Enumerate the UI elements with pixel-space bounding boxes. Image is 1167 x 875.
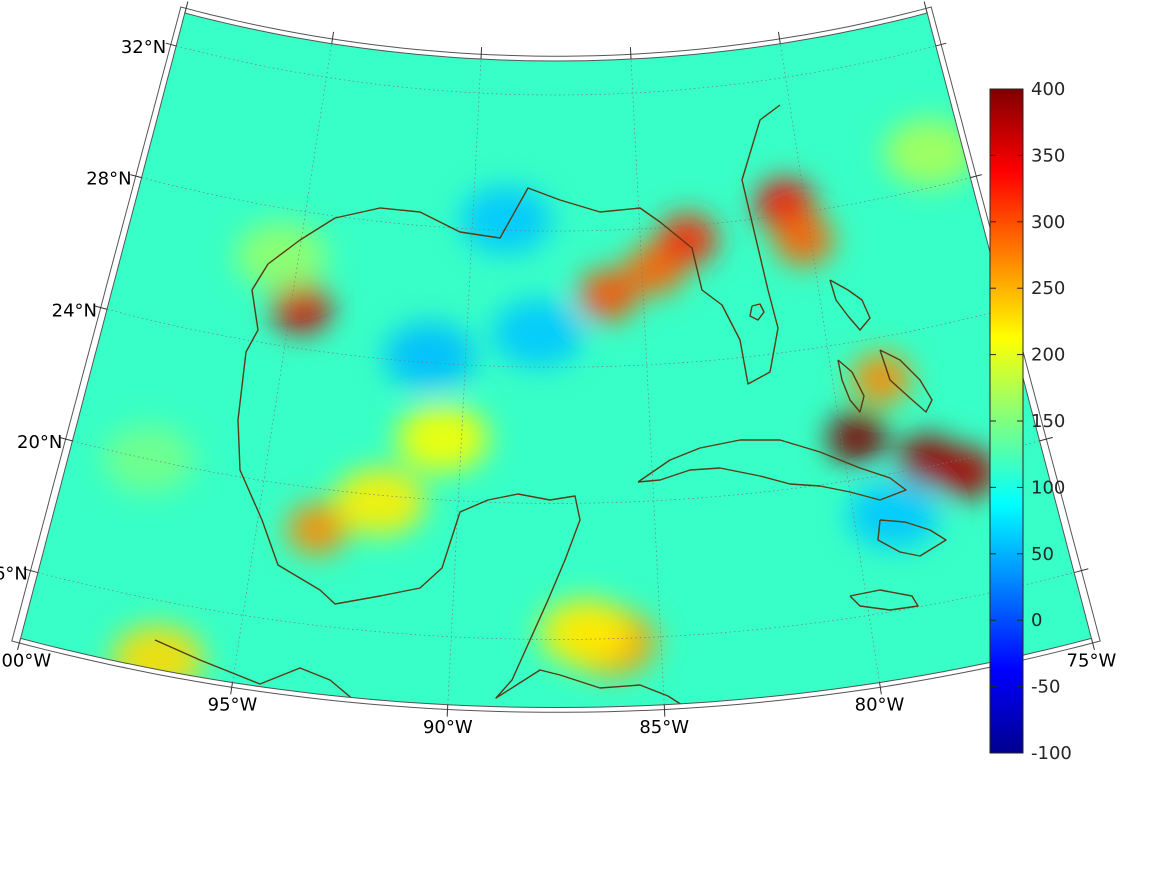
lon-tick-label: 75°W [1067, 650, 1117, 671]
field-anomaly [851, 352, 912, 405]
field-anomaly [235, 222, 328, 291]
frame-tick [94, 305, 108, 310]
coastline-lake-okeechobee [749, 303, 765, 321]
field-anomaly [578, 269, 639, 321]
field-anomaly [492, 299, 585, 368]
field-anomaly [286, 503, 347, 556]
field-anomaly [460, 186, 552, 255]
field-anomaly [102, 425, 195, 494]
colorbar: 400 350 300 250 200 150 100 50 0 -50 -100 [989, 79, 1072, 764]
lat-tick-label: 16°N [0, 564, 28, 585]
frame-tick [1090, 638, 1095, 651]
colorbar-tick-label: 250 [1031, 278, 1065, 299]
frame-tick [663, 704, 666, 717]
field-anomaly [827, 412, 887, 464]
frame-tick [165, 42, 177, 47]
field-anomaly [773, 213, 834, 266]
frame-tick [17, 638, 22, 651]
lat-tick-label: 20°N [17, 432, 62, 453]
frame-tick [1039, 436, 1053, 442]
coastline-jamaica [849, 589, 919, 611]
colorbar-tick-label: 350 [1031, 145, 1065, 166]
field-anomaly [657, 213, 718, 266]
coastline-bahamas-1 [829, 279, 871, 331]
coastline-bahamas-2 [837, 359, 865, 413]
lat-tick-label: 24°N [52, 300, 97, 321]
frame-tick [923, 1, 928, 14]
coastline-mexico-coast [237, 217, 701, 708]
colorbar-ticks: 400 350 300 250 200 150 100 50 0 -50 -100 [990, 79, 1072, 764]
latitude-labels: 32°N 28°N 24°N 20°N 16°N [0, 37, 166, 585]
field-anomaly [396, 404, 489, 473]
frame-tick [480, 47, 483, 60]
colorbar-tick-label: -100 [1031, 743, 1072, 764]
lon-tick-label: 95°W [208, 695, 258, 716]
colorbar-tick-label: 50 [1031, 544, 1054, 565]
frame-tick [59, 436, 73, 442]
field-anomaly [383, 321, 476, 390]
field-anomaly [333, 468, 426, 536]
coastline-hispaniola [877, 519, 947, 557]
field-anomaly [539, 598, 632, 667]
lon-tick-label: 80°W [855, 695, 905, 716]
lon-tick-label: 90°W [423, 717, 473, 738]
frame-tick [184, 1, 189, 14]
frame-tick [331, 31, 335, 44]
colorbar-tick-label: 300 [1031, 212, 1065, 233]
parallel-line [106, 308, 1006, 368]
parallel-line [37, 572, 1075, 640]
parallel-line [176, 45, 936, 96]
coastlines [154, 104, 947, 708]
longitude-labels: 100°W 95°W 90°W 85°W 80°W 75°W [0, 650, 1116, 737]
frame-tick [970, 174, 982, 179]
field-anomaly [111, 625, 204, 694]
frame-tick [130, 174, 142, 179]
frame-tick [935, 42, 947, 47]
field-anomaly [847, 480, 940, 549]
map-frame [11, 6, 1101, 713]
colorbar-tick-label: 200 [1031, 345, 1065, 366]
frame-tick [879, 682, 882, 695]
lat-tick-label: 28°N [86, 169, 131, 190]
lon-tick-label: 85°W [639, 717, 689, 738]
coastline-gulf-coast [334, 104, 781, 385]
field-anomaly [883, 118, 976, 187]
coastline-pacific-coast [154, 639, 411, 708]
colorbar-tick-label: 150 [1031, 411, 1065, 432]
frame-tick [777, 31, 781, 44]
frame-tick [230, 682, 233, 695]
field-anomaly [271, 281, 332, 334]
colorbar-tick-label: 0 [1031, 610, 1042, 631]
field-anomaly [936, 446, 997, 499]
frame-ticks [17, 1, 1095, 717]
colorbar-tick-label: 100 [1031, 477, 1065, 498]
coastline-bahamas-3 [879, 349, 933, 413]
parallel-line [141, 177, 971, 232]
colorbar-tick-label: 400 [1031, 79, 1065, 100]
colorbar-tick-label: -50 [1031, 677, 1060, 698]
coastline-cuba [637, 439, 907, 501]
lat-tick-label: 32°N [121, 37, 166, 58]
frame-tick [446, 704, 449, 717]
field-anomalies [102, 118, 997, 694]
lon-tick-label: 100°W [0, 650, 51, 671]
frame-tick [1074, 568, 1089, 574]
frame-tick [23, 568, 38, 574]
frame-tick [629, 47, 632, 60]
